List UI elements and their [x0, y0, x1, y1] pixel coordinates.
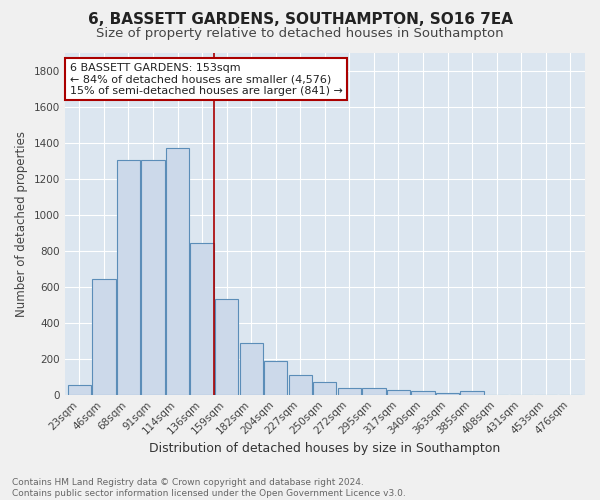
Bar — [92, 280, 116, 394]
Bar — [117, 160, 140, 394]
Bar — [142, 160, 164, 394]
Bar — [190, 242, 214, 394]
Bar — [289, 375, 312, 394]
Bar — [264, 362, 287, 394]
Text: 6 BASSETT GARDENS: 153sqm
← 84% of detached houses are smaller (4,576)
15% of se: 6 BASSETT GARDENS: 153sqm ← 84% of detac… — [70, 63, 343, 96]
Bar — [313, 382, 337, 394]
Bar — [387, 390, 410, 394]
Bar — [166, 148, 189, 394]
Bar — [68, 385, 91, 394]
Text: Size of property relative to detached houses in Southampton: Size of property relative to detached ho… — [96, 28, 504, 40]
Bar — [338, 388, 361, 394]
Y-axis label: Number of detached properties: Number of detached properties — [15, 130, 28, 316]
Bar — [412, 392, 434, 394]
Text: Contains HM Land Registry data © Crown copyright and database right 2024.
Contai: Contains HM Land Registry data © Crown c… — [12, 478, 406, 498]
Bar — [362, 388, 386, 394]
Text: 6, BASSETT GARDENS, SOUTHAMPTON, SO16 7EA: 6, BASSETT GARDENS, SOUTHAMPTON, SO16 7E… — [88, 12, 512, 28]
Bar — [215, 300, 238, 394]
Bar — [239, 344, 263, 394]
Bar — [436, 393, 459, 394]
X-axis label: Distribution of detached houses by size in Southampton: Distribution of detached houses by size … — [149, 442, 500, 455]
Bar — [460, 392, 484, 394]
